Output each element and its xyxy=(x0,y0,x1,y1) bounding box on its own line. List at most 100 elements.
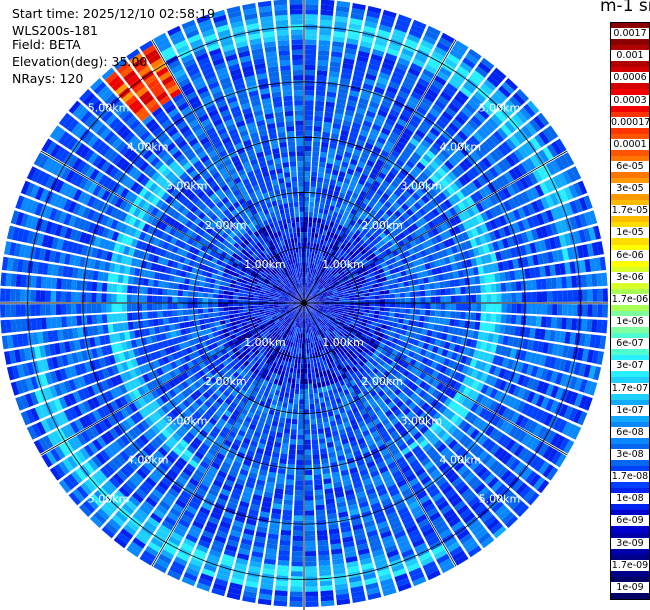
range-gate xyxy=(459,278,466,286)
range-gate xyxy=(193,548,207,558)
range-gate xyxy=(375,516,387,525)
range-gate xyxy=(113,536,128,549)
range-gate xyxy=(282,381,287,388)
range-gate xyxy=(459,86,473,98)
range-gate xyxy=(242,344,249,351)
range-gate xyxy=(227,350,235,357)
range-gate xyxy=(462,422,472,433)
range-gate xyxy=(309,290,313,295)
range-gate xyxy=(316,254,320,260)
range-gate xyxy=(304,216,309,222)
range-gate xyxy=(504,271,511,281)
range-gate xyxy=(563,360,572,373)
range-gate xyxy=(532,169,543,183)
range-gate xyxy=(578,197,588,211)
range-gate xyxy=(310,342,314,348)
range-gate xyxy=(368,235,376,242)
range-gate xyxy=(462,386,471,396)
range-gate xyxy=(453,215,462,225)
range-gate xyxy=(398,265,405,272)
range-gate xyxy=(495,417,506,430)
range-gate xyxy=(90,493,103,507)
range-gate xyxy=(452,327,459,335)
range-gate xyxy=(433,425,443,435)
range-gate xyxy=(462,142,473,154)
range-gate xyxy=(455,287,461,295)
range-gate xyxy=(379,328,386,334)
range-gate xyxy=(304,510,315,516)
range-gate xyxy=(253,541,265,548)
range-gate xyxy=(519,177,530,190)
range-gate xyxy=(292,545,303,552)
range-gate xyxy=(583,364,592,378)
range-gate xyxy=(434,520,447,531)
range-gate xyxy=(218,362,225,370)
range-gate xyxy=(230,492,241,501)
range-gate xyxy=(459,434,469,445)
range-gate xyxy=(426,395,435,405)
range-gate xyxy=(174,405,183,415)
range-gate xyxy=(256,479,266,487)
range-gate xyxy=(450,245,458,254)
range-gate xyxy=(390,405,399,413)
range-gate xyxy=(304,464,312,471)
range-gate xyxy=(516,504,529,517)
range-gate xyxy=(152,469,163,480)
range-gate xyxy=(480,536,495,549)
range-gate xyxy=(304,282,306,288)
range-gate xyxy=(418,235,426,243)
range-gate xyxy=(471,380,480,390)
range-gate xyxy=(378,286,384,291)
range-gate xyxy=(308,257,311,263)
range-gate xyxy=(537,167,548,180)
range-gate xyxy=(247,513,258,521)
range-gate xyxy=(304,363,308,369)
range-gate xyxy=(119,372,128,383)
range-gate xyxy=(420,303,426,309)
range-gate xyxy=(274,590,288,597)
range-gate xyxy=(259,511,270,518)
range-gate xyxy=(309,393,314,400)
range-gate xyxy=(300,378,304,385)
range-gate xyxy=(514,326,521,337)
range-gate xyxy=(322,229,328,236)
range-gate xyxy=(345,235,352,242)
range-gate xyxy=(359,408,367,416)
range-gate xyxy=(390,368,398,376)
range-gate xyxy=(571,275,578,288)
range-gate xyxy=(503,369,511,381)
range-gate xyxy=(163,544,177,556)
range-gate xyxy=(312,151,320,157)
range-gate xyxy=(424,283,430,290)
range-gate xyxy=(268,328,274,334)
range-gate xyxy=(272,361,277,368)
range-gate xyxy=(395,438,405,448)
range-gate xyxy=(362,83,374,91)
range-gate xyxy=(426,201,435,211)
range-gate xyxy=(304,156,311,162)
range-gate xyxy=(188,477,200,487)
range-gate xyxy=(169,422,179,432)
range-gate xyxy=(315,90,326,97)
range-gate xyxy=(40,419,51,433)
range-gate xyxy=(458,212,467,222)
range-gate xyxy=(362,209,370,217)
range-gate xyxy=(417,77,430,88)
range-gate xyxy=(577,411,588,426)
range-gate xyxy=(322,310,328,314)
range-gate xyxy=(332,322,338,327)
range-gate xyxy=(463,347,471,356)
range-gate xyxy=(539,266,546,278)
range-gate xyxy=(273,498,283,505)
range-gate xyxy=(240,341,247,348)
range-gate xyxy=(255,484,265,492)
range-gate xyxy=(263,563,276,570)
range-gate xyxy=(383,316,389,321)
range-gate xyxy=(341,273,347,278)
range-gate xyxy=(328,210,334,217)
range-gate xyxy=(304,181,310,187)
range-gate xyxy=(150,389,160,399)
range-gate xyxy=(457,363,465,373)
range-gate xyxy=(123,447,134,459)
range-gate xyxy=(331,355,337,362)
